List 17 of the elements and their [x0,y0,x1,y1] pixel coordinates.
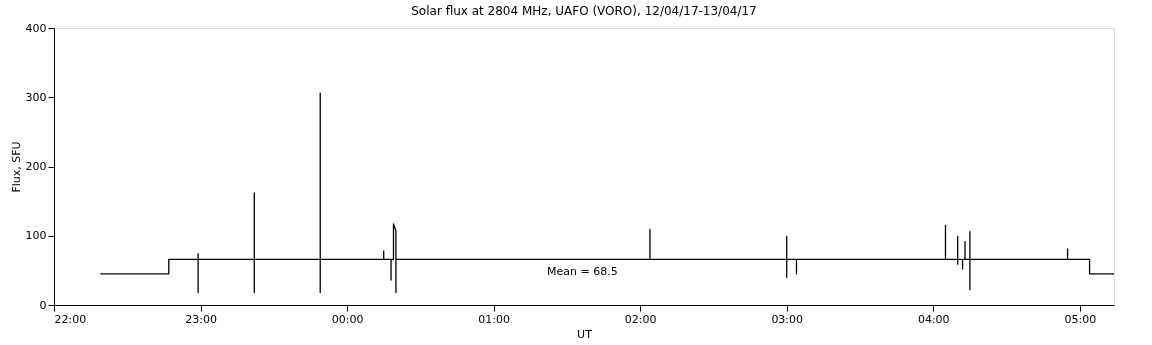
x-tick-label: 03:00 [771,312,804,326]
y-tick-label: 200 [25,160,47,173]
x-tick-label: 23:00 [185,312,217,326]
y-tick-label: 100 [25,229,47,243]
y-axis-title: Flux, SFU [9,141,23,193]
x-tick-label: 22:00 [54,312,87,326]
x-tick-label: 05:00 [1064,312,1097,326]
y-tick-label: 400 [25,21,47,35]
y-tick-label: 0 [39,298,47,312]
x-tick-label: 00:00 [331,312,364,326]
x-tick-label: 02:00 [624,312,657,326]
chart-title: Solar flux at 2804 MHz, UAFO (VORO), 12/04/17-13/04/17 [411,4,757,18]
annotation: Mean = 68.5 [547,265,618,278]
x-tick-label: 04:00 [917,312,950,326]
x-tick-label: 01:00 [478,312,510,326]
y-tick-label: 300 [25,90,47,104]
x-axis-title: UT [577,327,593,341]
